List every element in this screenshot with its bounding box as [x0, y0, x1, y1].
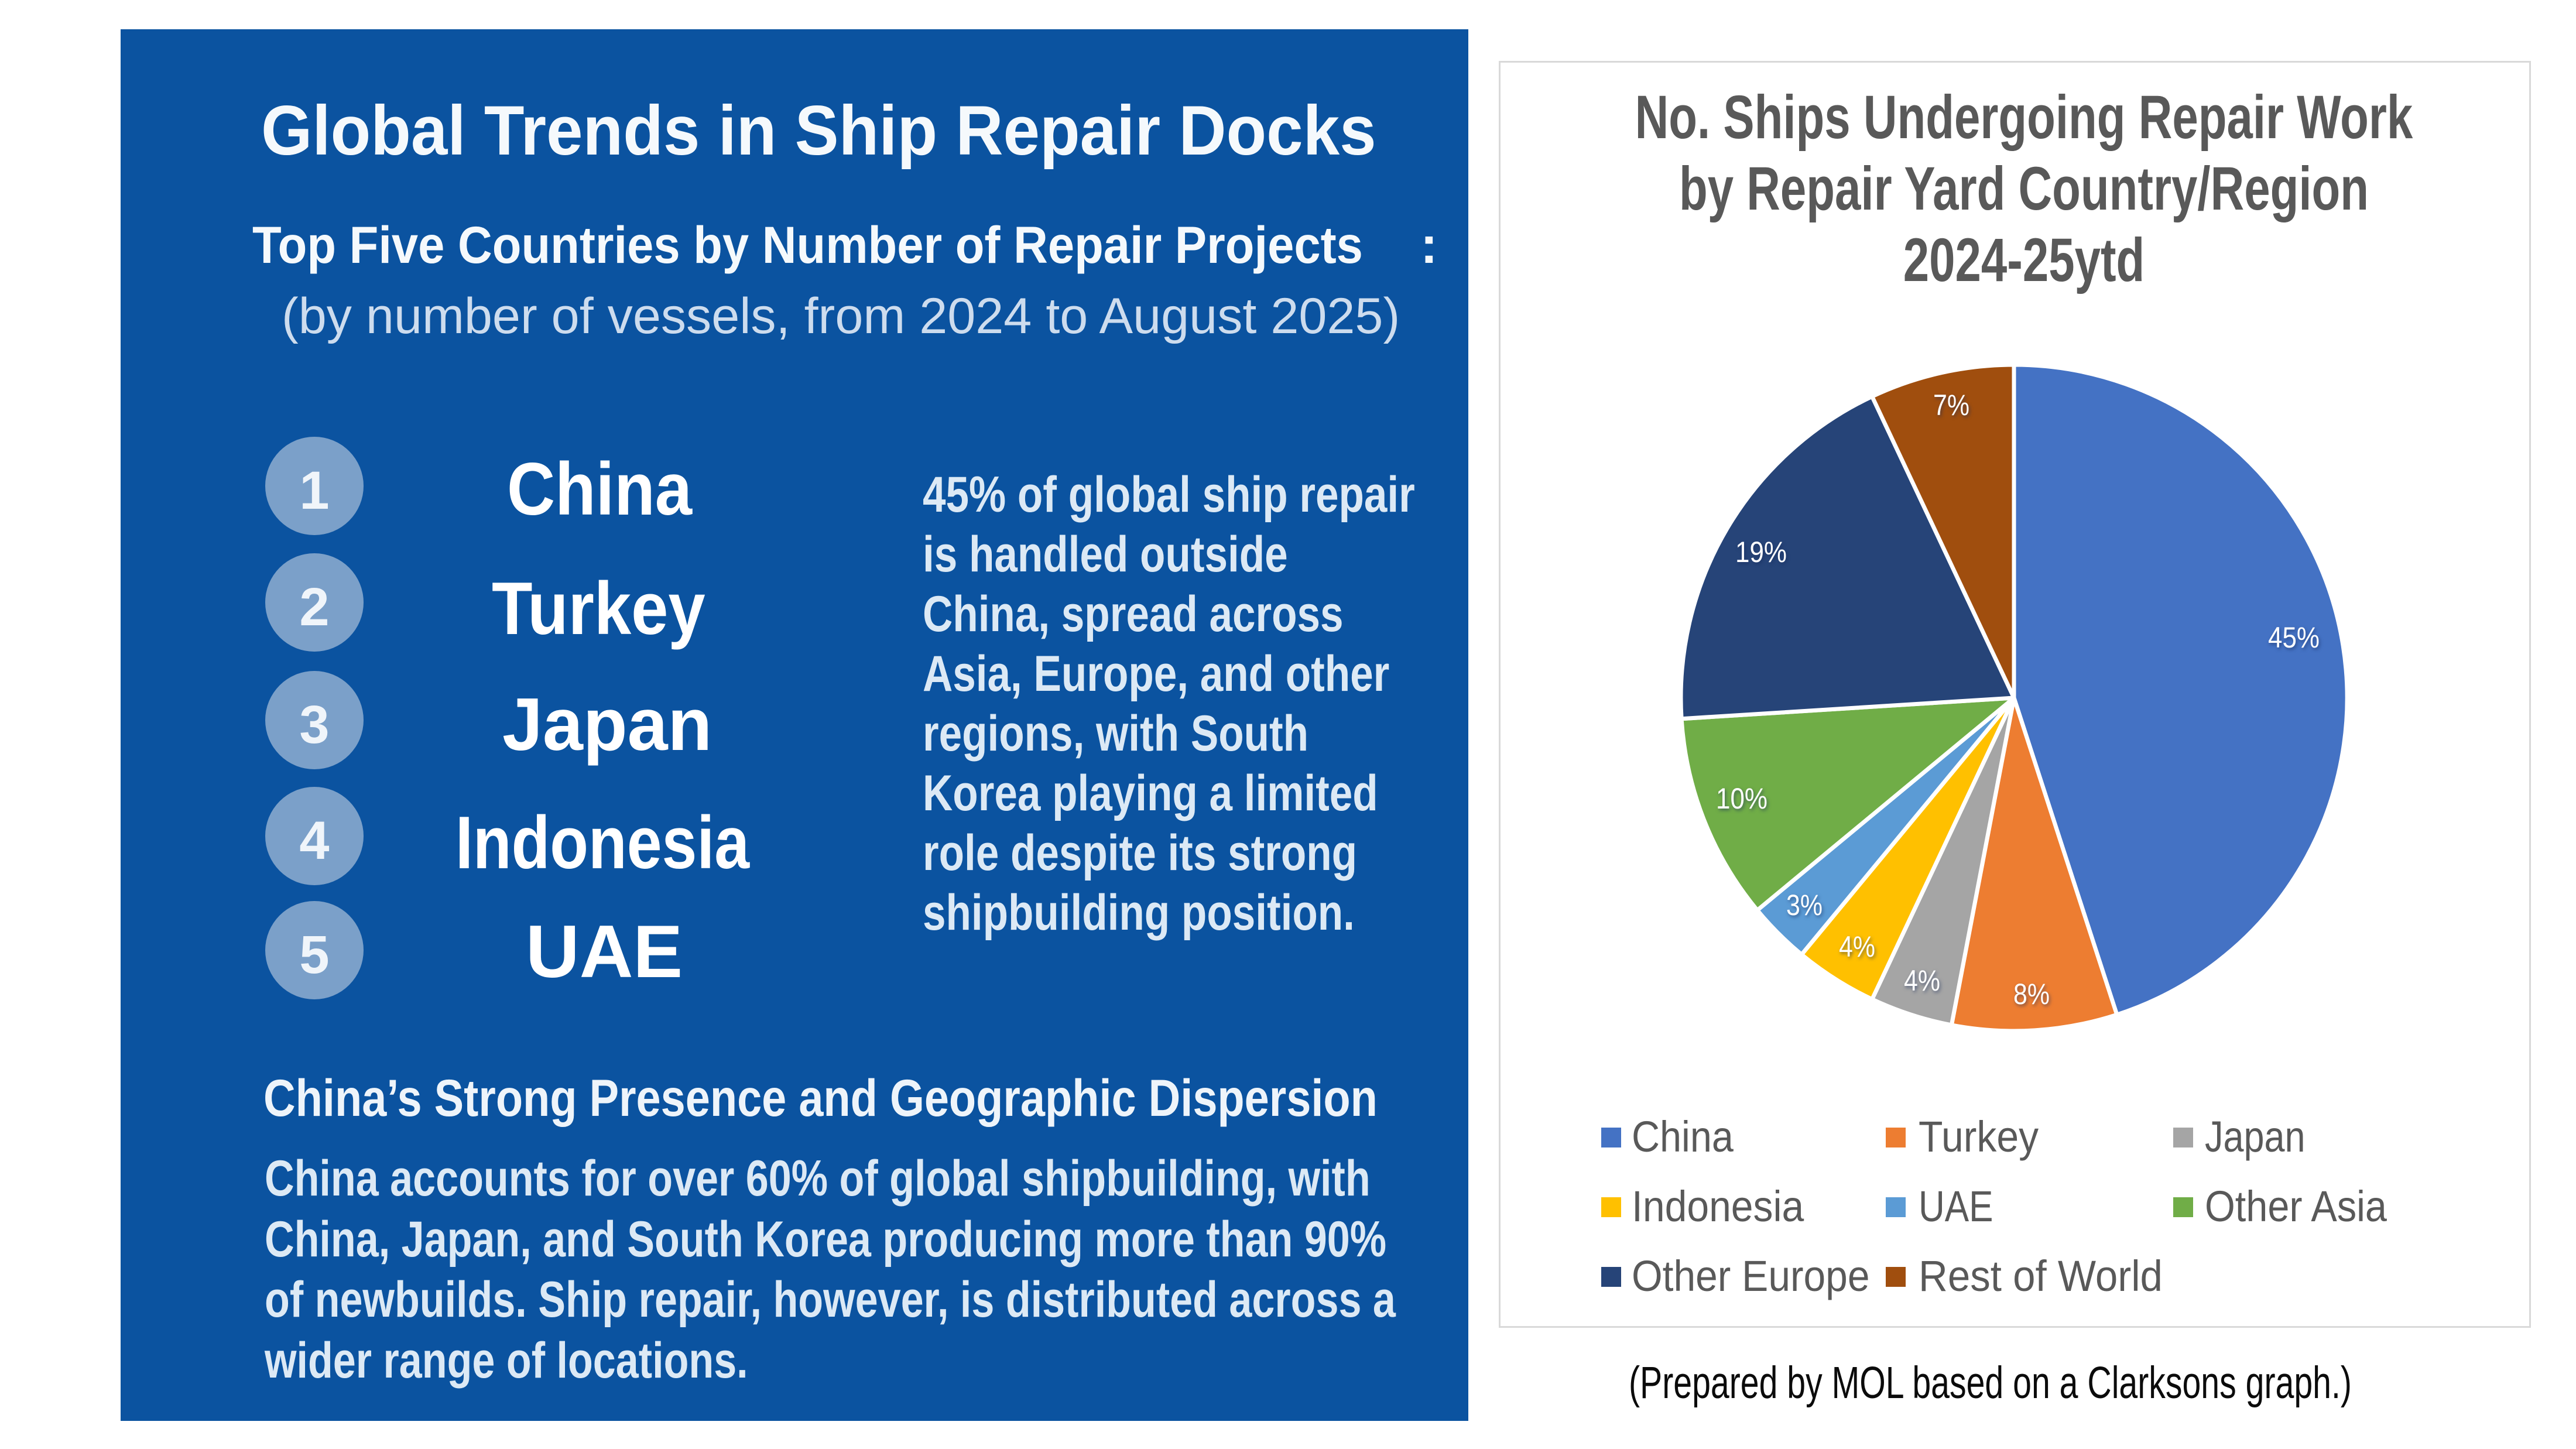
svg-text:10%: 10% — [1716, 782, 1767, 815]
svg-text:45%: 45% — [2268, 621, 2320, 654]
svg-text:19%: 19% — [1735, 536, 1787, 568]
svg-text:8%: 8% — [2013, 978, 2050, 1010]
svg-text:7%: 7% — [1933, 389, 1969, 422]
svg-text:4%: 4% — [1904, 964, 1940, 997]
svg-text:3%: 3% — [1786, 889, 1823, 922]
svg-text:4%: 4% — [1839, 930, 1875, 963]
